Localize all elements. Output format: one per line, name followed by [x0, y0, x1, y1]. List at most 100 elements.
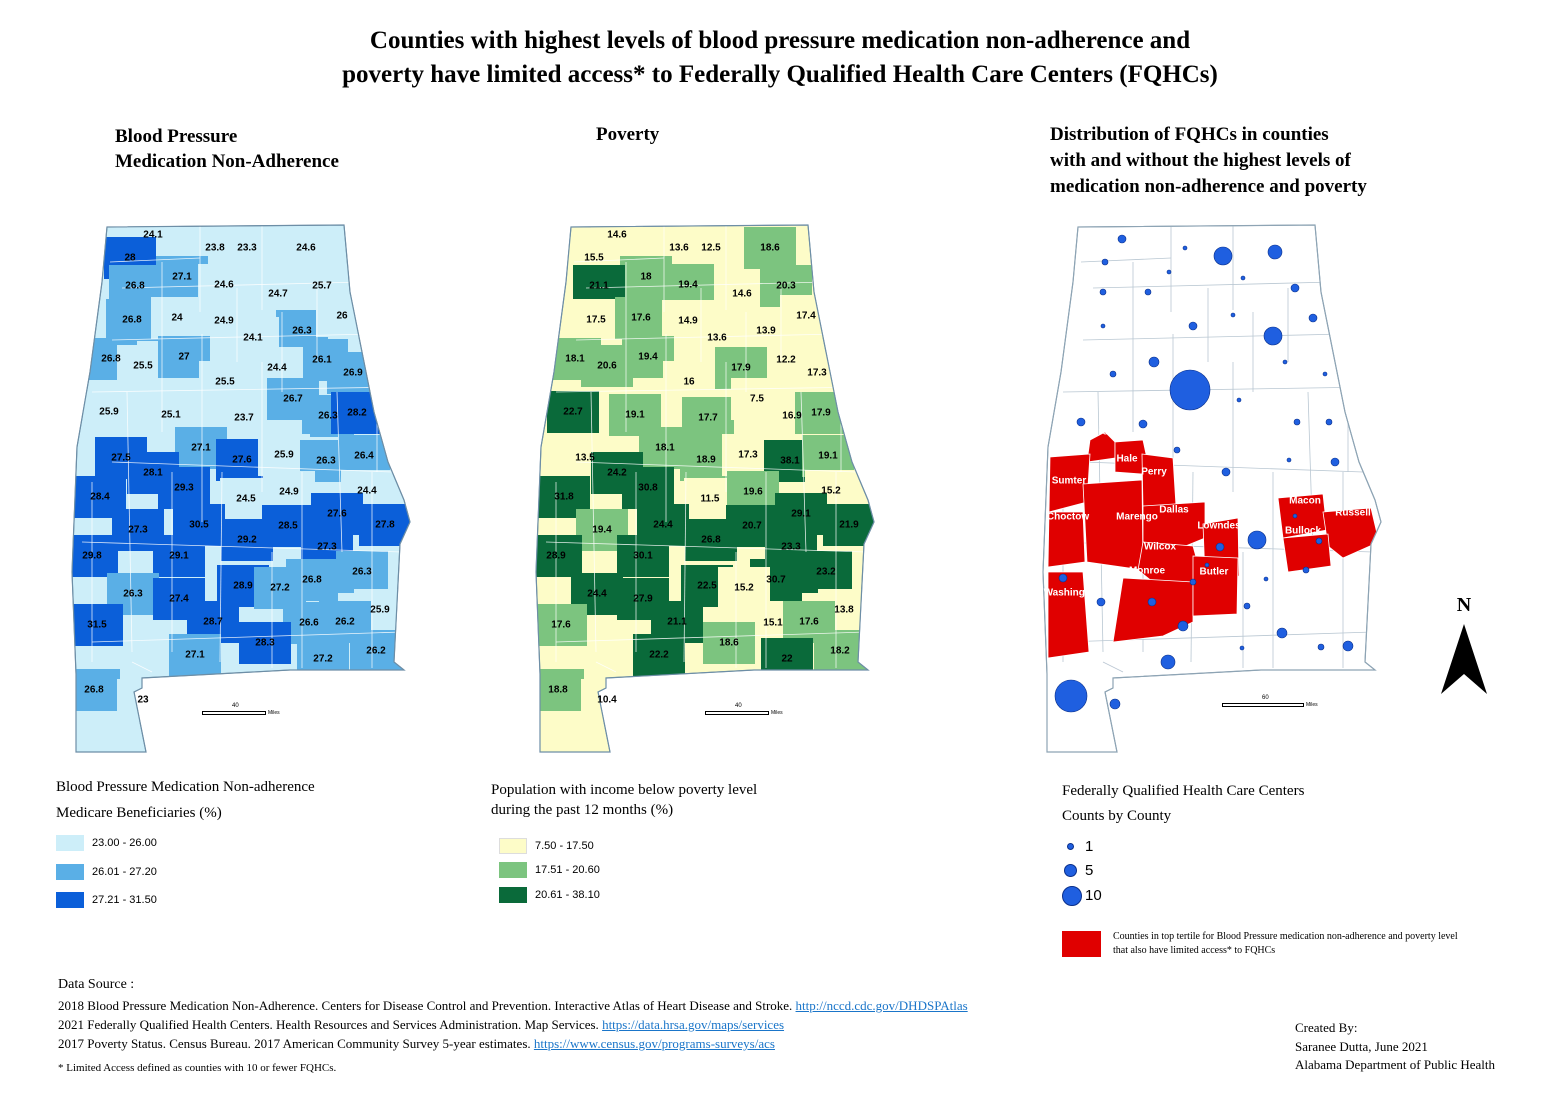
- highlight-county: [1282, 533, 1332, 573]
- highlight-county: [1082, 479, 1144, 571]
- census-acs-link[interactable]: https://www.census.gov/programs-surveys/…: [533, 1036, 775, 1051]
- credit-line1: Created By:: [1295, 1020, 1358, 1035]
- county-value-label: 25.1: [161, 410, 181, 421]
- county-value-label: 26.3: [123, 589, 143, 600]
- hrsa-services-link[interactable]: https://data.hrsa.gov/maps/services: [602, 1017, 785, 1032]
- county-value-label: 24.6: [296, 243, 316, 254]
- fqhc-count-circle: [1330, 457, 1340, 467]
- county-value-label: 27.1: [191, 443, 211, 454]
- county-fill: [72, 604, 123, 646]
- fqhc-count-circle: [1109, 370, 1117, 378]
- fqhc-count-circle: [1263, 326, 1283, 346]
- county-value-label: 28.9: [546, 551, 566, 562]
- county-value-label: 26.4: [354, 451, 374, 462]
- county-value-label: 28: [124, 253, 136, 264]
- county-fill: [158, 467, 210, 509]
- highlight-county-label: Butler: [1200, 567, 1229, 578]
- fqhc-count-circle: [1138, 419, 1148, 429]
- legend-count-5: 5: [1085, 862, 1094, 879]
- county-value-label: 18.1: [565, 354, 585, 365]
- county-fill: [823, 504, 874, 546]
- county-value-label: 29.2: [237, 535, 257, 546]
- fqhc-count-circle: [1292, 513, 1298, 519]
- highlight-county-label: Sumter: [1052, 476, 1087, 487]
- highlight-county-label: Greene: [1091, 427, 1126, 438]
- county-fill: [703, 622, 755, 664]
- county-value-label: 25.9: [99, 407, 119, 418]
- county-value-label: 19.1: [818, 451, 838, 462]
- county-value-label: 22: [781, 654, 793, 665]
- bp-choropleth-map: 24.1 23.8 23.3 24.6 28 27.1 26.8 24.6 24.7 25.7 26…: [71, 224, 411, 753]
- fqhc-count-circle: [1177, 620, 1189, 632]
- county-value-label: 17.6: [799, 617, 819, 628]
- main-title-line1: Counties with highest levels of blood pr…: [369, 27, 1191, 54]
- county-fill: [83, 391, 135, 433]
- county-value-label: 24.4: [587, 589, 607, 600]
- county-value-label: 14.6: [607, 230, 627, 241]
- fqhc-count-circle: [1148, 356, 1160, 368]
- county-value-label: 26.1: [312, 355, 332, 366]
- county-fill: [336, 551, 388, 593]
- fqhc-legend-heading2: Counts by County: [1062, 808, 1172, 824]
- county-value-label: 19.4: [638, 352, 658, 363]
- highlight-county: [1047, 571, 1090, 659]
- county-value-label: 27.6: [327, 509, 347, 520]
- county-value-label: 15.5: [584, 253, 604, 264]
- fqhc-count-circle: [1100, 323, 1106, 329]
- legend-circle-5: [1064, 864, 1077, 877]
- fqhc-count-circle: [1315, 537, 1323, 545]
- county-fill: [622, 467, 674, 509]
- poverty-scale-bar: 40 Miles: [705, 703, 795, 723]
- county-value-label: 13.9: [756, 326, 776, 337]
- fqhc-count-circle: [1169, 369, 1211, 411]
- county-value-label: 25.9: [370, 605, 390, 616]
- fqhc-count-circle: [1166, 269, 1172, 275]
- county-value-label: 17.6: [631, 313, 651, 324]
- bp-legend-heading1: Blood Pressure Medication Non-adherence: [56, 779, 315, 795]
- highlight-county-label: Hale: [1116, 454, 1138, 465]
- cdc-atlas-link[interactable]: http://nccd.cdc.gov/DHDSPAtlas: [795, 998, 968, 1013]
- highlight-county-label: Choctow: [1047, 512, 1089, 523]
- data-source-line2: 2021 Federally Qualified Health Centers.…: [58, 1017, 785, 1032]
- county-value-label: 27.1: [172, 272, 192, 283]
- poverty-panel-title: Poverty: [596, 124, 660, 145]
- county-fill: [633, 634, 685, 676]
- county-value-label: 26.3: [352, 567, 372, 578]
- county-fill: [536, 669, 584, 711]
- fqhc-count-circle: [1302, 566, 1310, 574]
- fqhc-count-circle: [1282, 359, 1288, 365]
- fqhc-count-circle: [1189, 578, 1197, 586]
- credit-line2: Saranee Dutta, June 2021: [1295, 1039, 1428, 1054]
- county-value-label: 28.2: [347, 408, 367, 419]
- county-value-label: 24.1: [143, 230, 163, 241]
- county-value-label: 23.7: [234, 413, 254, 424]
- fqhc-count-circle: [1243, 602, 1251, 610]
- county-value-label: 24.7: [268, 289, 288, 300]
- county-value-label: 26.3: [316, 456, 336, 467]
- county-value-label: 38.1: [780, 456, 800, 467]
- county-fill: [570, 299, 622, 341]
- county-value-label: 24.4: [357, 486, 377, 497]
- highlight-county-label: Wilcox: [1144, 542, 1177, 553]
- county-value-label: 18.1: [655, 443, 675, 454]
- highlight-county: [1192, 555, 1239, 617]
- fqhc-count-circle: [1160, 654, 1176, 670]
- county-fill: [716, 273, 768, 315]
- fqhc-count-circle: [1276, 627, 1288, 639]
- fqhc-count-circle: [1096, 597, 1106, 607]
- county-fill: [153, 535, 205, 577]
- county-value-label: 31.5: [87, 620, 107, 631]
- county-value-label: 25.9: [274, 450, 294, 461]
- county-value-label: 17.7: [698, 413, 718, 424]
- county-value-label: 25.7: [312, 281, 332, 292]
- fqhc-count-circle: [1099, 288, 1107, 296]
- county-value-label: 24.2: [607, 468, 627, 479]
- county-value-label: 14.9: [678, 316, 698, 327]
- county-value-label: 18.9: [696, 455, 716, 466]
- county-value-label: 28.3: [255, 638, 275, 649]
- county-value-label: 27.4: [169, 594, 189, 605]
- fqhc-count-circle: [1317, 643, 1325, 651]
- highlight-county: [1047, 511, 1086, 568]
- highlight-county: [1142, 501, 1206, 553]
- county-value-label: 26.2: [335, 617, 355, 628]
